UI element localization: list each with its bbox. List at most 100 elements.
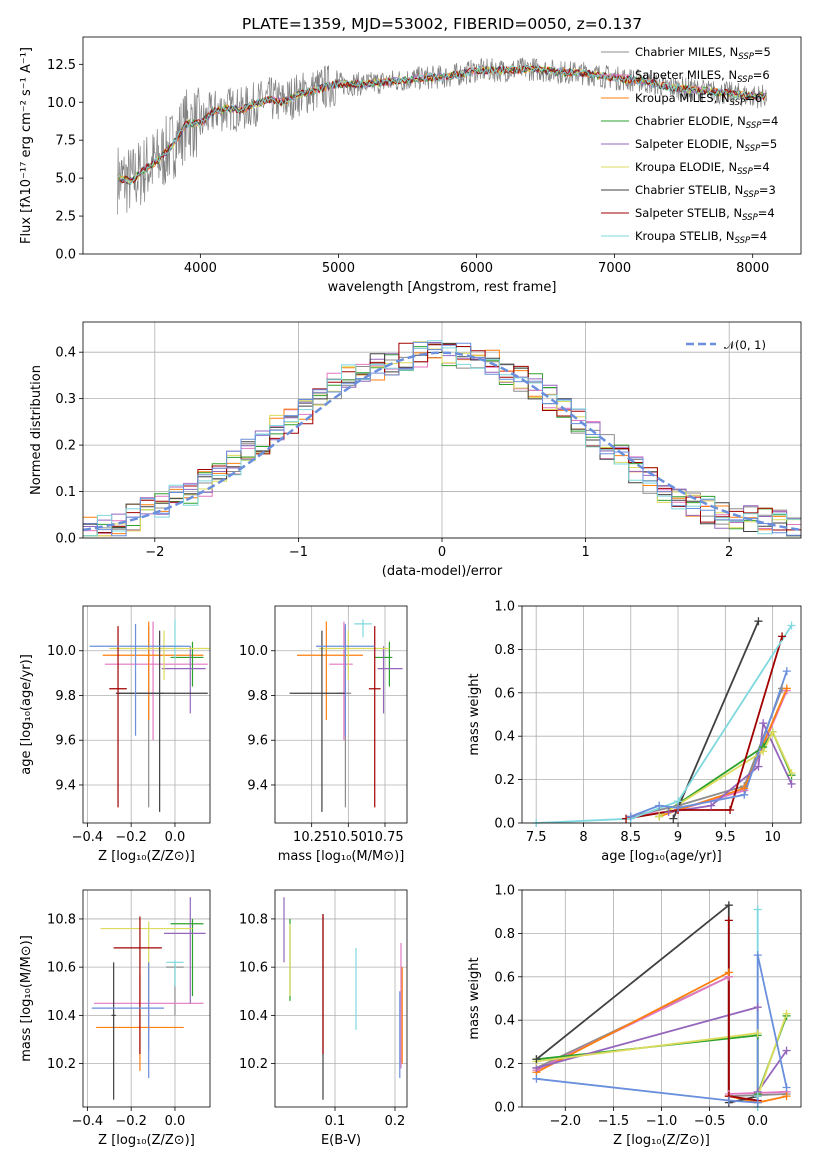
x-axis-label: Z [log₁₀(Z/Z⊙)] — [98, 1133, 195, 1148]
x-tick-label: 8 — [579, 830, 587, 845]
y-axis-label: mass weight — [467, 957, 482, 1039]
x-tick-label: 6000 — [460, 261, 493, 276]
plus-marker — [778, 632, 787, 641]
x-tick-label: 7.5 — [526, 830, 547, 845]
y-tick-label: 0.4 — [494, 1014, 515, 1029]
y-axis-label: mass weight — [467, 673, 482, 755]
y-tick-label: 9.8 — [247, 689, 268, 704]
x-tick-label: 10.25 — [293, 830, 330, 845]
mass-weight-line-7 — [535, 903, 758, 1104]
plus-marker — [664, 808, 673, 817]
axes-frame — [521, 889, 802, 1108]
y-tick-label: 9.6 — [247, 734, 268, 749]
y-tick-label: 9.8 — [55, 689, 76, 704]
x-tick-label: 2 — [725, 545, 733, 560]
plus-marker — [724, 1096, 733, 1105]
x-tick-label: 9.5 — [715, 830, 736, 845]
y-tick-label: 10.4 — [47, 1009, 76, 1024]
x-tick-label: −0.2 — [115, 830, 147, 845]
chart-title: PLATE=1359, MJD=53002, FIBERID=0050, z=0… — [242, 15, 642, 33]
y-tick-label: 0.1 — [55, 485, 76, 500]
plus-marker — [787, 769, 796, 778]
y-tick-label: 0.0 — [494, 1101, 515, 1116]
y-tick-label: 10.2 — [239, 1057, 268, 1072]
y-tick-label: 7.5 — [55, 134, 76, 149]
y-tick-label: 0.0 — [55, 248, 76, 263]
x-tick-label: −1.0 — [646, 1114, 678, 1129]
y-tick-label: 0.2 — [494, 773, 515, 788]
x-tick-label: 8000 — [736, 261, 769, 276]
x-tick-label: −0.5 — [694, 1114, 726, 1129]
x-tick-label: 0.0 — [165, 830, 186, 845]
legend-entry: Kroupa MILES, NSSP=6 — [635, 91, 762, 108]
y-tick-label: 1.0 — [494, 600, 515, 615]
plus-marker — [759, 747, 768, 756]
plus-marker — [753, 1003, 762, 1012]
x-axis-label: mass [log₁₀(M/M⊙)] — [278, 849, 405, 864]
legend-entry: Chabrier STELIB, NSSP=3 — [635, 183, 776, 200]
axes-frame — [82, 889, 211, 1108]
x-tick-label: 10 — [764, 830, 781, 845]
y-tick-label: 0.3 — [55, 392, 76, 407]
y-tick-label: 0.2 — [494, 1057, 515, 1072]
plus-marker — [787, 779, 796, 788]
y-tick-label: 0.4 — [55, 346, 76, 361]
y-tick-label: 9.6 — [55, 734, 76, 749]
plus-marker — [782, 1009, 791, 1018]
y-tick-label: 10.8 — [47, 912, 76, 927]
legend-entry: Salpeter MILES, NSSP=6 — [635, 68, 770, 85]
plot-area — [91, 897, 206, 1100]
plus-marker — [782, 684, 791, 693]
plus-marker — [753, 1029, 762, 1038]
plus-marker — [753, 905, 762, 914]
y-tick-label: 0.6 — [494, 970, 515, 985]
plus-marker — [707, 801, 716, 810]
plus-marker — [782, 667, 791, 676]
y-axis-label: mass [log₁₀(M/M⊙)] — [19, 935, 34, 1062]
y-tick-label: 0.0 — [55, 532, 76, 547]
model-line-4 — [118, 65, 766, 185]
y-axis-label: age [log₁₀(age/yr)] — [19, 654, 34, 775]
x-tick-label: −0.4 — [72, 1114, 104, 1129]
plot-area — [117, 56, 767, 215]
plus-marker — [669, 814, 678, 823]
y-tick-label: 0.8 — [494, 927, 515, 942]
plus-marker — [787, 621, 796, 630]
plot-area — [283, 897, 403, 1100]
x-axis-label: age [log₁₀(age/yr)] — [601, 849, 722, 864]
x-tick-label: 0.2 — [385, 1114, 406, 1129]
x-tick-label: 0.0 — [165, 1114, 186, 1129]
mass-weight-line-9 — [536, 625, 793, 823]
plot-area — [83, 340, 801, 537]
legend-entry: Chabrier MILES, NSSP=5 — [635, 45, 771, 62]
y-tick-label: 10.2 — [47, 1057, 76, 1072]
axes-frame — [82, 36, 802, 255]
plus-marker — [782, 1046, 791, 1055]
axes-frame — [521, 605, 802, 824]
plot-area — [289, 619, 403, 812]
legend-entry: Kroupa STELIB, NSSP=4 — [635, 229, 767, 246]
x-tick-label: 5000 — [322, 261, 355, 276]
plus-marker — [724, 968, 733, 977]
x-tick-label: 0.1 — [325, 1114, 346, 1129]
plus-marker — [724, 901, 733, 910]
mass-weight-line-6 — [658, 729, 793, 818]
plus-marker — [532, 1055, 541, 1064]
x-tick-label: 9 — [674, 830, 682, 845]
model-line-9 — [120, 64, 766, 186]
y-tick-label: 10.6 — [239, 961, 268, 976]
plus-marker — [782, 1083, 791, 1092]
mass-weight-line-8 — [625, 636, 783, 820]
plot-area — [536, 620, 793, 823]
x-tick-label: −2 — [145, 545, 164, 560]
y-tick-label: 12.5 — [47, 58, 76, 73]
x-axis-label: (data-model)/error — [382, 564, 503, 579]
axes-frame — [274, 605, 408, 824]
x-tick-label: −1.5 — [598, 1114, 630, 1129]
x-tick-label: 7000 — [598, 261, 631, 276]
legend-entry: Salpeter STELIB, NSSP=4 — [635, 206, 775, 223]
x-axis-label: Z [log₁₀(Z/Z⊙)] — [613, 1133, 710, 1148]
legend-entry: Salpeter ELODIE, NSSP=5 — [635, 137, 777, 154]
y-tick-label: 0.6 — [494, 686, 515, 701]
